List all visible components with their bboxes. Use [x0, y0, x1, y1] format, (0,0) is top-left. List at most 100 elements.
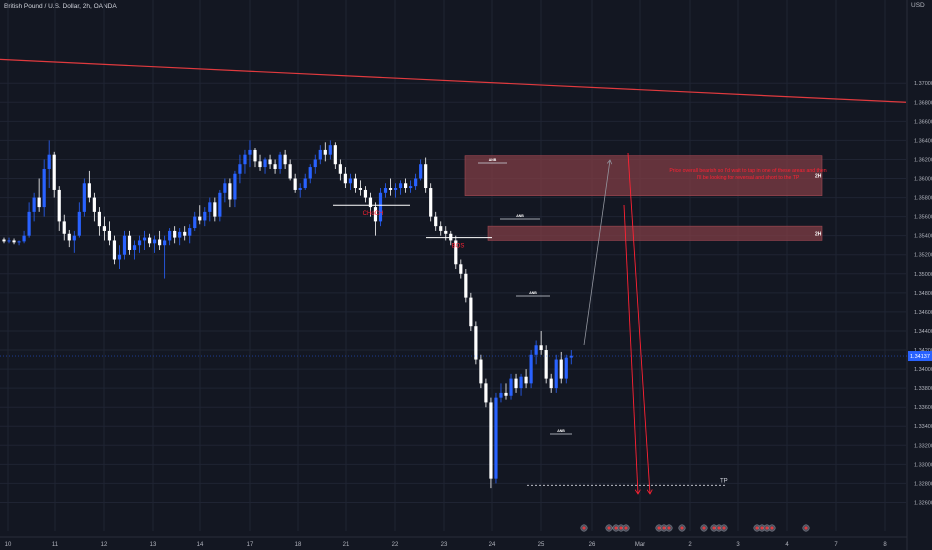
candle [539, 330, 543, 355]
candle [248, 140, 252, 168]
candle [474, 321, 478, 365]
event-flag-dot [614, 526, 618, 530]
candle-body [414, 178, 418, 187]
candle-body [62, 221, 66, 234]
candle [213, 197, 217, 222]
candle [7, 237, 11, 244]
candle-body [158, 239, 162, 246]
candle-body [72, 235, 76, 241]
candle [303, 173, 307, 190]
candle-body [323, 149, 327, 155]
candle-body [253, 149, 257, 162]
candle-body [233, 173, 237, 200]
candle [343, 167, 347, 189]
candle-body [514, 378, 518, 389]
supply-zones: 2H 2H [464, 155, 823, 241]
candle-body [303, 178, 307, 189]
candle [82, 178, 86, 217]
candle [419, 159, 423, 181]
candle [439, 221, 443, 236]
event-flag-dot [770, 526, 774, 530]
candle-body [328, 145, 332, 155]
price-tick-label: 1.32800 [914, 481, 932, 487]
date-tick-label: 4 [785, 542, 789, 548]
candle [514, 373, 518, 393]
candle-body [434, 216, 438, 227]
candle [534, 340, 538, 365]
price-tick-label: 1.36200 [914, 157, 932, 163]
candle-body [112, 240, 117, 260]
candle-body [122, 235, 127, 255]
candle-body [509, 378, 513, 396]
candle-body [67, 233, 71, 241]
candle-body [368, 197, 373, 208]
candle-body [338, 164, 342, 174]
candle-body [258, 161, 262, 168]
candle-body [519, 376, 523, 389]
candle [173, 226, 177, 244]
candle-body [218, 192, 222, 217]
candle [2, 237, 6, 244]
event-flag-dot [619, 526, 623, 530]
candle-body [479, 359, 483, 384]
currency-label: USD [911, 2, 925, 9]
candle-body [534, 345, 538, 355]
candle [409, 180, 413, 193]
candle-body [404, 183, 408, 189]
candle-body [47, 154, 51, 169]
candle [313, 154, 317, 174]
candle [273, 159, 277, 174]
candle-body [429, 188, 433, 217]
price-tick-label: 1.33200 [914, 443, 932, 449]
candle [434, 211, 438, 231]
candle [57, 186, 61, 231]
candle-body [504, 392, 508, 396]
candle [398, 180, 403, 195]
price-tick-label: 1.36600 [914, 119, 932, 125]
candle-body [308, 167, 312, 179]
candle [72, 230, 76, 253]
candle [378, 188, 383, 227]
candle-body [363, 189, 368, 198]
event-flag-dot [717, 526, 721, 530]
price-tick-label: 1.35200 [914, 253, 932, 259]
price-tick-label: 1.32600 [914, 500, 932, 506]
candle [137, 235, 142, 253]
candle [504, 383, 508, 400]
candle [102, 216, 106, 241]
price-tick-label: 1.35000 [914, 272, 932, 278]
candle-body [283, 154, 287, 165]
candle [429, 183, 433, 222]
candle [509, 373, 513, 400]
date-tick-label: 17 [247, 542, 254, 548]
candle [132, 240, 137, 260]
candle-body [243, 154, 247, 165]
economic-events [580, 524, 810, 532]
candle-body [398, 183, 403, 189]
candle-body [489, 402, 493, 479]
candle [198, 205, 202, 225]
candle [479, 354, 483, 389]
date-tick-label: 12 [101, 542, 108, 548]
event-flag-dot [607, 526, 611, 530]
candle [77, 202, 81, 238]
event-flag-dot [582, 526, 586, 530]
date-tick-label: 13 [150, 542, 157, 548]
price-axis: 1.37000 1.36800 1.36600 1.36400 1.36200 1.360… [906, 0, 932, 550]
candle-body [293, 178, 297, 190]
candle [404, 178, 408, 193]
candle-body [388, 188, 393, 190]
resistance-trendline [0, 58, 907, 103]
candle-body [32, 197, 36, 212]
candle [243, 149, 247, 174]
candle-body [203, 211, 207, 221]
supply-zone [487, 225, 823, 241]
candle [554, 354, 558, 393]
candle-body [7, 240, 11, 242]
candle [524, 369, 528, 389]
candle [253, 148, 257, 168]
candle [388, 178, 393, 196]
candle-body [22, 235, 26, 242]
candle [454, 235, 458, 270]
